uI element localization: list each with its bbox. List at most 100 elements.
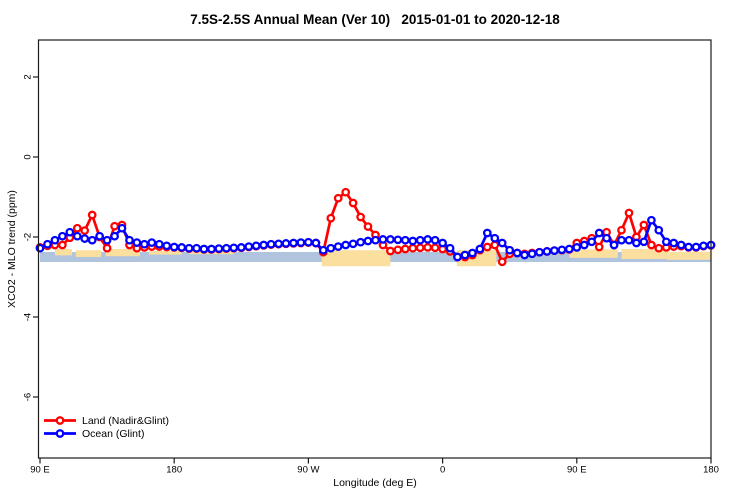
ocean-data-point	[430, 235, 440, 245]
ocean-data-point	[527, 249, 537, 259]
x-tick-label: 180	[703, 465, 719, 476]
ocean-data-point	[371, 235, 380, 245]
ocean-data-point	[87, 235, 97, 245]
land-data-point	[408, 243, 418, 253]
ocean-data-point	[132, 238, 142, 247]
land-data-point	[110, 221, 119, 231]
ocean-data-point	[333, 242, 343, 251]
land-data-point	[72, 223, 82, 233]
ocean-data-point	[684, 242, 693, 252]
land-data-point	[333, 193, 343, 203]
land-data-point	[594, 242, 604, 252]
ocean-data-point	[296, 238, 306, 247]
land-data-point	[341, 187, 351, 197]
ocean-data-point	[520, 250, 529, 260]
land-data-point	[415, 243, 425, 253]
ocean-data-point	[639, 237, 649, 247]
ocean-data-point	[341, 240, 351, 250]
ocean-data-point	[274, 239, 283, 249]
ocean-data-point	[214, 244, 224, 253]
ocean-data-point	[587, 237, 597, 247]
y-tick-label: -6	[23, 393, 34, 401]
ocean-data-point	[289, 238, 298, 248]
ocean-data-point	[512, 248, 522, 258]
ocean-data-point	[594, 228, 604, 238]
ocean-data-point	[251, 241, 261, 251]
ocean-legend-marker	[55, 429, 65, 438]
ocean-data-point	[192, 243, 201, 253]
land-data-point	[80, 226, 90, 235]
land-data-point	[430, 243, 440, 253]
y-tick-label: -2	[23, 233, 34, 241]
land-data-point	[654, 243, 664, 253]
ocean-data-point	[453, 252, 462, 262]
x-tick-label: 90 E	[567, 465, 587, 476]
ocean-data-point	[550, 246, 559, 255]
ocean-data-point	[691, 242, 701, 252]
land-std-main-1-band	[321, 250, 391, 267]
ocean-data-point	[65, 227, 75, 237]
land-data-point	[356, 212, 365, 222]
ocean-data-point	[699, 241, 708, 251]
ocean-data-point	[609, 240, 619, 250]
ocean-data-point	[542, 247, 552, 256]
land-std-frag-a-band	[54, 249, 73, 256]
ocean-data-point	[177, 243, 187, 252]
land-data-point	[497, 257, 507, 267]
land-data-point	[386, 246, 395, 256]
ocean-data-point	[43, 239, 52, 249]
y-tick-label: 2	[23, 74, 34, 79]
ocean-data-point	[304, 237, 313, 247]
x-tick-label: 180	[166, 465, 182, 476]
ocean-data-point	[207, 244, 216, 254]
ocean-data-point	[460, 250, 470, 260]
ocean-data-point	[468, 248, 477, 258]
ocean-data-point	[669, 238, 679, 248]
ocean-data-point	[311, 238, 321, 248]
ocean-data-point	[348, 239, 358, 249]
ocean-data-point	[564, 244, 574, 254]
x-tick-label: 90 E	[30, 465, 50, 476]
ocean-data-point	[632, 238, 641, 248]
land-data-point	[617, 225, 626, 235]
x-axis-label: Longitude (deg E)	[333, 477, 417, 489]
ocean-data-point	[400, 235, 410, 245]
ocean-data-point	[408, 236, 418, 246]
ocean-data-point	[423, 235, 433, 244]
ocean-data-point	[378, 235, 388, 244]
ocean-data-point	[162, 241, 172, 251]
ocean-legend-label: Ocean (Glint)	[82, 428, 144, 440]
land-data-point	[400, 244, 410, 254]
ocean-data-point	[535, 247, 544, 257]
land-data-point	[58, 240, 67, 250]
ocean-data-point	[236, 243, 246, 252]
ocean-data-point	[482, 228, 492, 238]
ocean-data-point	[363, 236, 373, 246]
ocean-data-point	[199, 244, 209, 254]
ocean-data-point	[661, 237, 671, 247]
ocean-data-point	[318, 245, 328, 255]
ocean-data-point	[259, 240, 269, 250]
ocean-data-point	[244, 242, 254, 251]
ocean-data-point	[95, 231, 104, 241]
ocean-data-point	[647, 215, 656, 225]
land-data-point	[393, 245, 403, 255]
land-std-frag-b-band	[75, 250, 102, 257]
ocean-data-point	[102, 235, 112, 245]
ocean-data-point	[35, 243, 45, 253]
ocean-data-point	[602, 233, 611, 243]
ocean-data-point	[281, 239, 291, 248]
ocean-data-point	[497, 238, 507, 248]
ocean-data-point	[415, 235, 425, 245]
ocean-data-point	[438, 238, 447, 248]
ocean-data-point	[125, 235, 134, 245]
x-tick-label: 0	[440, 465, 445, 476]
ocean-data-point	[572, 243, 582, 252]
ocean-data-point	[505, 245, 515, 255]
land-std-frag-h-band	[666, 251, 711, 260]
ocean-data-point	[80, 234, 90, 243]
ocean-data-point	[72, 231, 82, 241]
land-std-frag-f-band	[569, 249, 618, 258]
ocean-data-point	[50, 235, 60, 245]
ocean-data-point	[490, 233, 500, 243]
